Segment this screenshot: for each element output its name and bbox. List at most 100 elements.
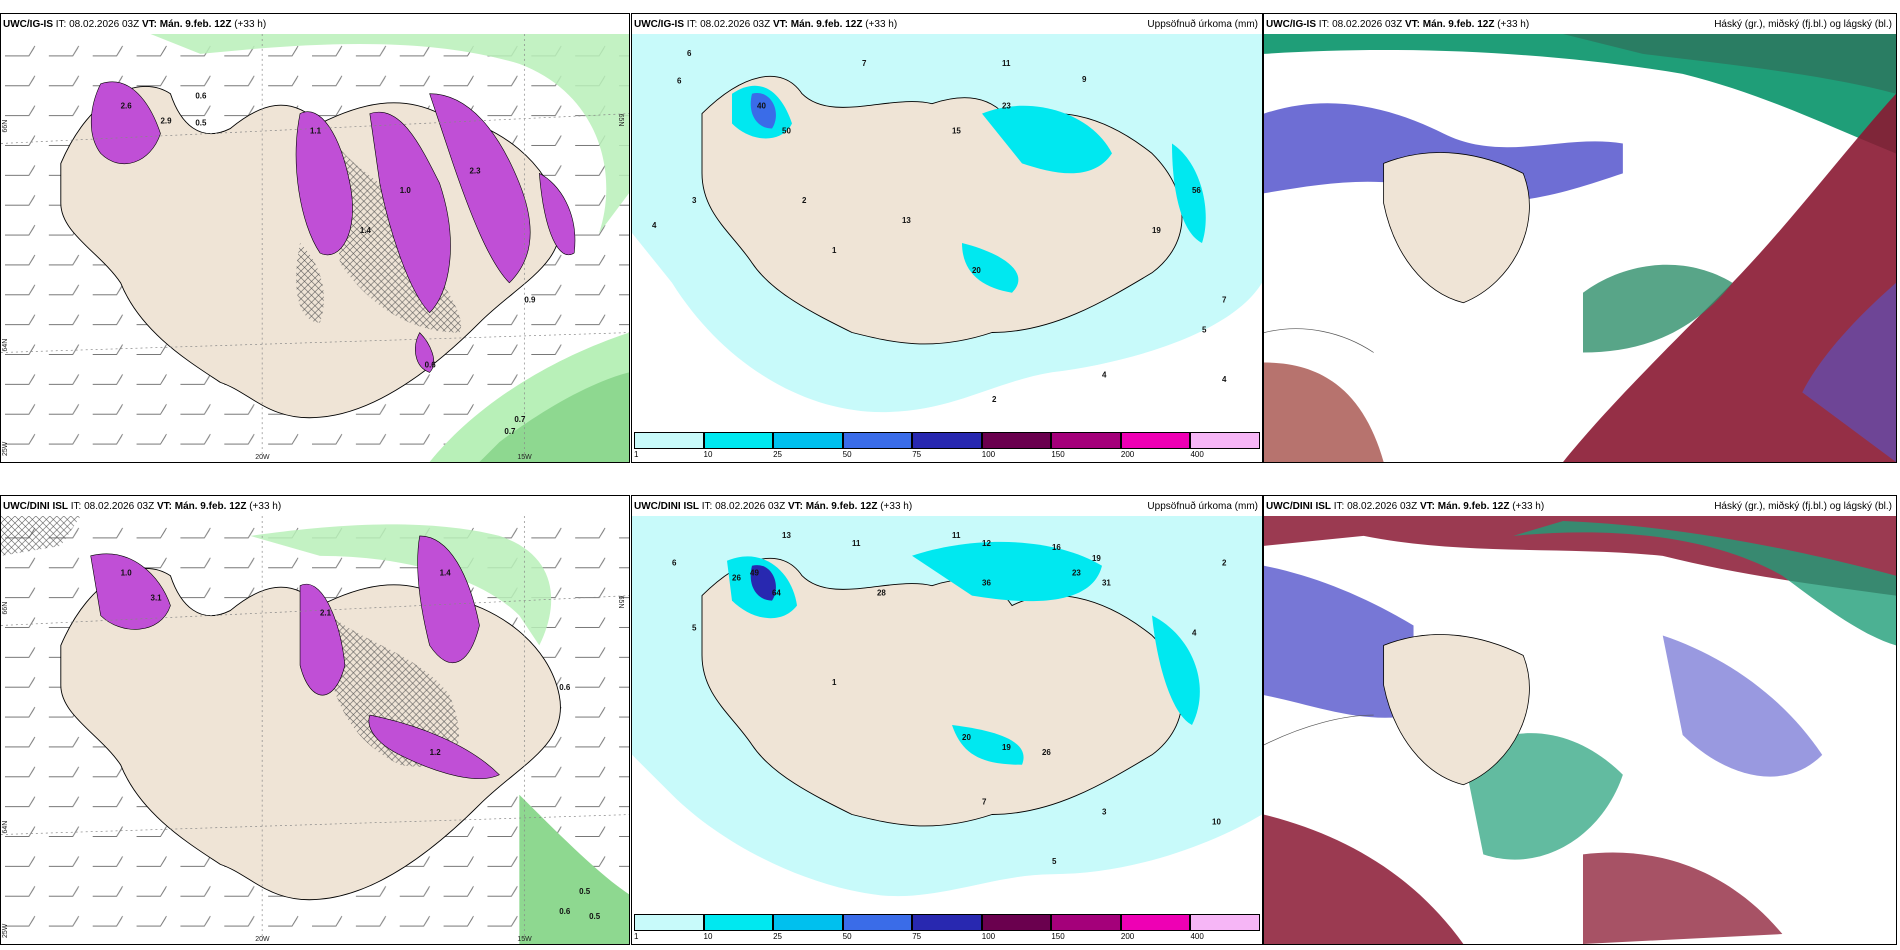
lat-label: 66N [2, 602, 9, 615]
valid-time: Mán. 9.feb. 12Z [790, 19, 863, 30]
lat-label: 64N [2, 821, 9, 834]
valid-time: Mán. 9.feb. 12Z [1422, 19, 1495, 30]
snow-label: 2.3 [470, 166, 482, 175]
snow-label: 0.6 [425, 360, 437, 369]
valid-time: Mán. 9.feb. 12Z [174, 501, 247, 512]
precip-label: 6 [687, 49, 692, 58]
colorbar-segment [1051, 914, 1121, 931]
precip-label: 4 [1222, 375, 1227, 384]
lon-label: 15W [517, 454, 532, 461]
precip-label: 50 [782, 127, 791, 136]
colorbar-tick: 100 [981, 450, 996, 459]
panel-header: UWC/IG-IS IT: 08.02.2026 03Z VT: Mán. 9.… [3, 19, 267, 30]
panel-clouds-dini: UWC/DINI ISL IT: 08.02.2026 03Z VT: Mán.… [1263, 495, 1897, 945]
precip-label: 11 [1002, 59, 1011, 68]
panel-header: UWC/IG-IS IT: 08.02.2026 03Z VT: Mán. 9.… [634, 19, 1258, 30]
colorbar: 1 10 25 50 75 100 150 200 400 [634, 914, 1260, 942]
lead-time: (+33 h) [865, 19, 898, 30]
precip-label: 13 [902, 216, 911, 225]
precip-label: 4 [1102, 370, 1107, 379]
snow-label: 0.5 [579, 887, 591, 896]
precip-label: 10 [1212, 817, 1221, 826]
precip-label: 9 [1082, 75, 1087, 84]
lon-label: 20W [255, 936, 270, 943]
colorbar-segment [842, 432, 913, 449]
precip-label: 2 [802, 196, 807, 205]
snow-label: 2.6 [121, 102, 133, 111]
colorbar-tick: 1 [634, 450, 639, 459]
colorbar-segment [773, 432, 843, 449]
snow-label: 1.2 [430, 748, 442, 757]
model-name: UWC/IG-IS [634, 19, 684, 30]
precip-label: 5 [1052, 857, 1057, 866]
precip-label: 3 [692, 196, 697, 205]
map-snow: 1.0 3.1 2.1 1.4 1.2 0.6 0.5 0.6 0.5 66N … [1, 516, 629, 944]
init-time: 08.02.2026 03Z [84, 501, 155, 512]
valid-time: Mán. 9.feb. 12Z [159, 19, 232, 30]
precip-label: 7 [982, 798, 987, 807]
lon-label: 20W [255, 454, 270, 461]
lead-time: (+33 h) [249, 501, 282, 512]
init-time: 08.02.2026 03Z [700, 19, 771, 30]
colorbar-tick: 400 [1190, 450, 1204, 459]
map-title: Uppsöfnuð úrkoma (mm) [1147, 501, 1258, 512]
snow-label: 2.9 [160, 117, 172, 126]
precip-label: 12 [982, 539, 991, 548]
colorbar-segment [634, 432, 704, 449]
valid-time: Mán. 9.feb. 12Z [805, 501, 878, 512]
colorbar-segment [703, 432, 774, 449]
precip-label: 4 [652, 221, 657, 230]
precip-label: 40 [757, 102, 766, 111]
snow-label: 0.6 [559, 907, 571, 916]
snow-label: 1.0 [121, 569, 133, 578]
precip-label: 11 [952, 531, 961, 540]
snow-label: 1.4 [360, 226, 372, 235]
lat-label: 65N [617, 596, 624, 609]
precip-label: 49 [750, 569, 759, 578]
colorbar: 1 10 25 50 75 100 150 200 400 [634, 432, 1260, 460]
map-clouds [1264, 34, 1896, 462]
panel-header: UWC/DINI ISL IT: 08.02.2026 03Z VT: Mán.… [634, 501, 1258, 512]
snow-label: 0.9 [524, 296, 536, 305]
precip-label: 26 [732, 574, 741, 583]
snow-label: 1.4 [440, 569, 452, 578]
precip-label: 3 [1102, 808, 1107, 817]
colorbar-tick: 25 [773, 450, 783, 459]
model-name: UWC/DINI ISL [3, 501, 68, 512]
snow-label: 0.7 [514, 415, 526, 424]
snow-label: 0.5 [589, 912, 601, 921]
colorbar-segment [1120, 432, 1191, 449]
precip-label: 4 [1192, 628, 1197, 637]
colorbar-tick: 200 [1120, 932, 1135, 941]
map-precip: 6 6 7 11 9 40 50 23 15 56 19 20 13 1 2 4… [632, 34, 1262, 432]
init-time: 08.02.2026 03Z [715, 501, 786, 512]
snow-label: 0.6 [195, 92, 207, 101]
colorbar-tick: 200 [1120, 450, 1135, 459]
lat-label: 66N [2, 120, 9, 133]
colorbar-segment [773, 914, 843, 931]
panel-clouds-igis: UWC/IG-IS IT: 08.02.2026 03Z VT: Mán. 9.… [1263, 13, 1897, 463]
precip-label: 5 [692, 623, 697, 632]
colorbar-tick: 25 [773, 932, 783, 941]
precip-label: 5 [1202, 326, 1207, 335]
panel-precip-dini: UWC/DINI ISL IT: 08.02.2026 03Z VT: Mán.… [631, 495, 1263, 945]
colorbar-segment [912, 432, 982, 449]
colorbar-segment [703, 914, 774, 931]
init-time: 08.02.2026 03Z [69, 19, 140, 30]
precip-label: 2 [1222, 559, 1227, 568]
precip-label: 26 [1042, 748, 1051, 757]
colorbar-tick: 75 [912, 932, 922, 941]
model-name: UWC/DINI ISL [634, 501, 699, 512]
precip-label: 20 [962, 733, 971, 742]
snow-label: 0.7 [504, 427, 516, 436]
precip-label: 7 [862, 59, 867, 68]
lat-label: 65N [617, 114, 624, 127]
colorbar-segment [981, 914, 1052, 931]
panel-precip-igis: UWC/IG-IS IT: 08.02.2026 03Z VT: Mán. 9.… [631, 13, 1263, 463]
colorbar-tick: 150 [1051, 932, 1065, 941]
colorbar-segment [981, 432, 1052, 449]
map-precip: 13 11 11 12 16 19 26 49 64 28 36 23 31 5… [632, 516, 1262, 914]
valid-time: Mán. 9.feb. 12Z [1437, 501, 1510, 512]
model-name: UWC/IG-IS [3, 19, 53, 30]
panel-header: UWC/IG-IS IT: 08.02.2026 03Z VT: Mán. 9.… [1266, 19, 1892, 30]
